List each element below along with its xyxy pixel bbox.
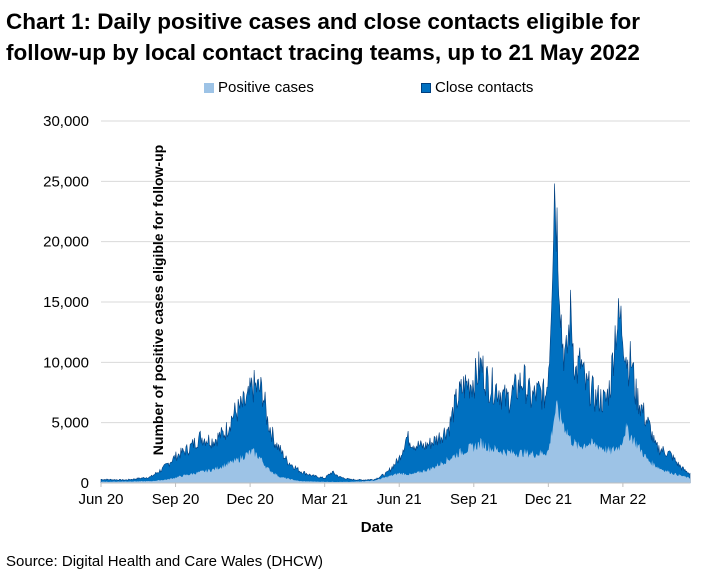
x-tick-label-jun-20: Jun 20 [78,491,123,508]
legend-label-positive-cases: Positive cases [218,79,314,96]
y-tick-label-10000: 10,000 [43,354,89,371]
x-tick-label-sep-20: Sep 20 [152,491,200,508]
x-tick-label-sep-21: Sep 21 [450,491,498,508]
y-tick-label-0: 0 [81,475,89,492]
chart-legend: Positive cases Close contacts [0,79,704,99]
x-tick-label-mar-22: Mar 22 [600,491,647,508]
chart-plot-area: 0 5,000 10,000 15,000 20,000 25,000 30,000 Jun … [43,113,691,536]
y-axis-label: Number of positive cases eligible for fo… [150,144,167,456]
legend-swatch-positive-cases [204,82,214,93]
y-tick-label-25000: 25,000 [43,173,89,190]
x-tick-label-dec-20: Dec 20 [226,491,274,508]
series-area-positive-cases [101,400,690,483]
legend-item-positive-cases: Positive cases [204,79,314,96]
y-tick-label-20000: 20,000 [43,234,89,251]
y-tick-label-30000: 30,000 [43,113,89,130]
chart-title: Chart 1: Daily positive cases and close … [6,9,640,65]
x-tick-label-jun-21: Jun 21 [377,491,422,508]
y-tick-label-15000: 15,000 [43,294,89,311]
x-axis-label: Date [361,519,394,536]
source-note: Source: Digital Health and Care Wales (D… [6,553,324,570]
legend-swatch-close-contacts [421,82,431,93]
y-tick-label-5000: 5,000 [51,415,89,432]
series-area-close-contacts [100,183,691,484]
legend-label-close-contacts: Close contacts [435,79,534,96]
x-tick-label-dec-21: Dec 21 [525,491,573,508]
legend-item-close-contacts: Close contacts [421,79,533,96]
x-tick-label-mar-21: Mar 21 [301,491,348,508]
